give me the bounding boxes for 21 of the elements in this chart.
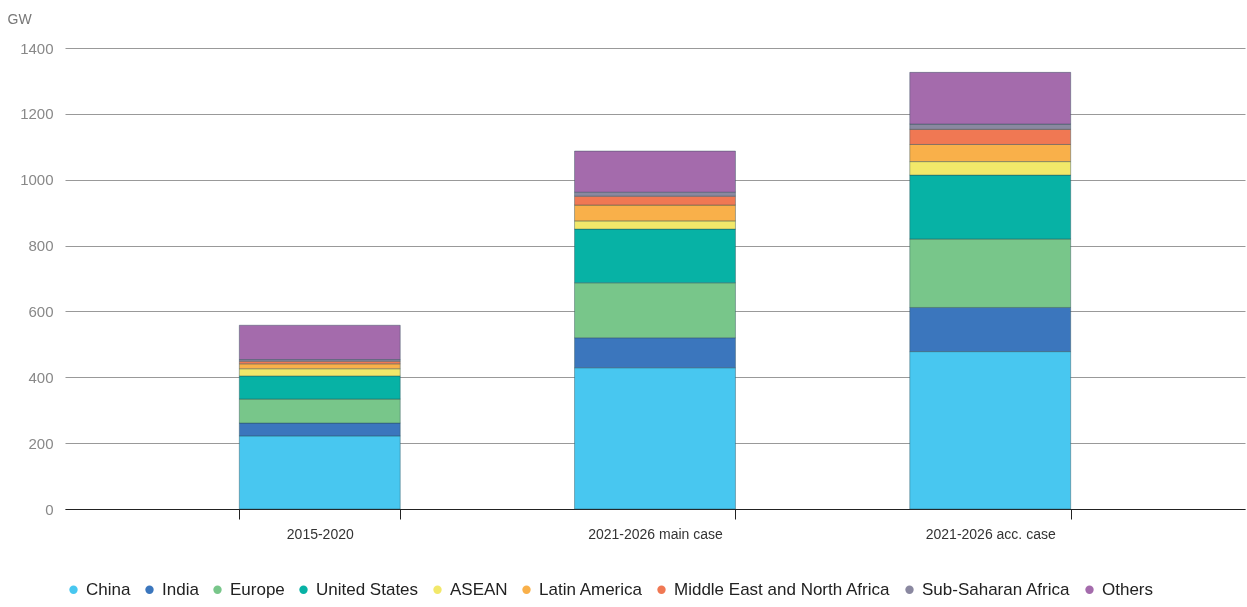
x-tick-label: 2021-2026 acc. case: [925, 525, 1056, 542]
y-tick-label: 1000: [20, 171, 54, 189]
legend-label: United States: [316, 579, 419, 599]
legend-label: India: [162, 579, 200, 599]
legend-label: Europe: [230, 579, 285, 599]
legend-label: Others: [1102, 579, 1154, 599]
y-tick-label: 1200: [20, 105, 54, 123]
legend-label: Latin America: [539, 579, 643, 599]
y-axis-title: GW: [7, 10, 33, 27]
y-tick-label: 600: [28, 302, 54, 320]
y-tick-label: 400: [28, 368, 54, 386]
y-tick-label: 200: [28, 434, 54, 452]
x-tick-label: 2015-2020: [286, 525, 354, 542]
x-tick-label: 2021-2026 main case: [588, 525, 724, 542]
y-tick-label: 1400: [20, 39, 54, 57]
legend-label: Sub-Saharan Africa: [922, 579, 1070, 599]
y-tick-label: 0: [45, 500, 54, 518]
y-tick-label: 800: [28, 237, 54, 255]
legend-label: Middle East and North Africa: [674, 579, 890, 599]
legend-label: China: [86, 579, 131, 599]
legend-label: ASEAN: [450, 579, 508, 599]
